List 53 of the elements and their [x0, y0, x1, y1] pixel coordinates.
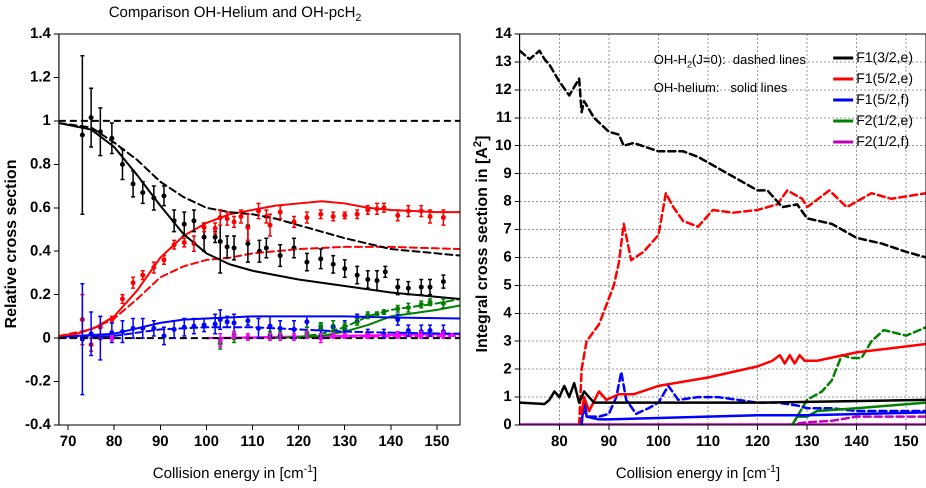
x-tick-label: 110 — [240, 433, 265, 450]
x-tick-label: 150 — [424, 433, 450, 450]
x-tick-label: 150 — [894, 433, 919, 450]
y-tick-label: -0.4 — [24, 416, 52, 434]
y-tick-label: 14 — [494, 25, 512, 42]
x-axis-title: Collision energy in [cm$^{-1}$] — [614, 463, 782, 482]
y-tick-label: 0.2 — [30, 286, 51, 303]
x-tick-label: 120 — [745, 433, 770, 450]
x-tick-label: 70 — [60, 433, 76, 450]
x-tick-label: 90 — [152, 433, 169, 450]
x-tick-label: 140 — [378, 433, 404, 450]
x-tick-label: 140 — [844, 433, 870, 450]
legend-label: F1(5/2,e) — [856, 70, 914, 86]
y-tick-label: 1 — [42, 112, 51, 130]
y-tick-label: 0.6 — [30, 198, 51, 216]
y-tick-label: 13 — [494, 53, 512, 70]
y-tick-label: 12 — [494, 81, 512, 98]
chart-title: Comparison OH-Helium and OH-pcH$_{2}$ — [108, 4, 362, 24]
y-axis-title: Relative cross section — [3, 160, 21, 328]
y-tick-label: 0.4 — [30, 242, 52, 260]
y-tick-label: 6 — [503, 248, 512, 266]
y-tick-label: 8 — [503, 192, 512, 210]
y-tick-label: 3 — [503, 332, 512, 350]
x-tick-label: 80 — [550, 433, 568, 450]
y-tick-label: 1.4 — [30, 25, 52, 42]
y-tick-label: 10 — [494, 136, 512, 154]
x-tick-label: 130 — [332, 433, 358, 450]
x-tick-label: 100 — [646, 433, 671, 450]
y-tick-label: 0.8 — [30, 155, 51, 172]
x-tick-label: 120 — [286, 433, 312, 450]
y-tick-label: 4 — [503, 304, 512, 322]
y-tick-label: 5 — [503, 276, 512, 294]
legend-label: F2(1/2,e) — [856, 112, 914, 128]
x-tick-label: 100 — [194, 433, 219, 450]
legend-label: F1(3/2,e) — [856, 48, 914, 65]
y-tick-label: 0 — [42, 329, 51, 346]
legend-label: F1(5/2,f) — [856, 90, 910, 107]
y-tick-label: 11 — [496, 108, 512, 126]
annotation: OH-H$_{2}$(J=0): dashed lines — [654, 52, 806, 70]
x-tick-label: 130 — [794, 433, 820, 450]
annotation: OH-helium: solid lines — [654, 80, 788, 95]
x-axis-title: Collision energy in [cm$^{-1}$] — [152, 463, 318, 482]
y-tick-label: 9 — [503, 164, 512, 182]
y-tick-label: 1.2 — [30, 68, 51, 86]
y-tick-label: 2 — [503, 360, 512, 378]
y-tick-label: -0.2 — [24, 372, 51, 390]
y-tick-label: 1 — [503, 388, 512, 406]
x-tick-label: 110 — [696, 433, 720, 450]
legend-label: F2(1/2,f) — [856, 132, 910, 149]
x-tick-label: 90 — [600, 433, 618, 450]
y-tick-label: 0 — [503, 416, 512, 434]
x-tick-label: 80 — [106, 433, 123, 450]
y-tick-label: 7 — [503, 220, 512, 238]
